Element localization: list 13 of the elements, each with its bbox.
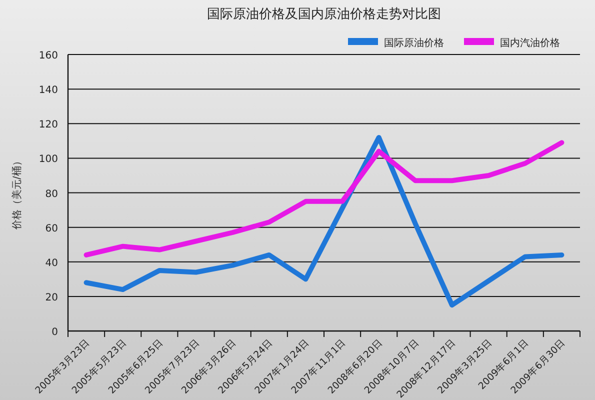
legend-label: 国际原油价格 — [384, 37, 444, 49]
y-tick-label: 120 — [38, 120, 58, 131]
y-axis-title: 价格（美元/桶） — [11, 156, 23, 230]
y-tick-label: 160 — [38, 50, 58, 62]
legend-label: 国内汽油价格 — [500, 37, 560, 49]
y-tick-label: 60 — [45, 223, 58, 234]
y-tick-label: 20 — [45, 292, 58, 304]
chart-title: 国际原油价格及国内原油价格走势对比图 — [207, 7, 441, 22]
y-tick-label: 0 — [52, 327, 58, 338]
y-tick-label: 40 — [45, 258, 58, 269]
y-tick-label: 80 — [45, 188, 58, 200]
y-tick-label: 140 — [38, 85, 58, 96]
y-tick-label: 100 — [38, 154, 58, 166]
